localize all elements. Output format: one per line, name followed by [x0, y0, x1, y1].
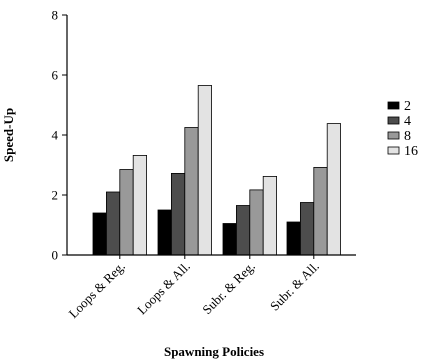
- y-tick-label: 4: [52, 128, 59, 143]
- y-tick-label: 8: [52, 8, 59, 23]
- bar-16-3: [262, 175, 278, 256]
- bar-4-4: [299, 202, 315, 256]
- bar-2-1: [92, 212, 107, 256]
- bar-2-3: [222, 223, 237, 256]
- bar-8-3: [249, 189, 264, 256]
- x-axis-categories: Loops & Reg. Loops & All. Subr. & Reg. Subr…: [65, 255, 322, 321]
- y-axis-ticks: 0 2 4 6 8: [52, 8, 67, 263]
- y-axis-title: Speed-Up: [1, 108, 16, 162]
- bar-16-4: [326, 123, 342, 256]
- bar-4-1: [106, 191, 121, 256]
- y-tick-label: 6: [52, 68, 59, 83]
- bar-2-4: [286, 221, 301, 256]
- legend-label-8: 8: [404, 129, 411, 144]
- x-category-label: Subr. & Reg.: [199, 259, 258, 318]
- x-category-label: Subr. & All.: [267, 259, 322, 314]
- x-axis-title: Spawning Policies: [164, 344, 264, 359]
- bar-8-1: [119, 169, 134, 256]
- x-category-label: Loops & Reg.: [65, 259, 127, 321]
- bar-8-2: [184, 127, 199, 256]
- bar-16-2: [197, 85, 212, 256]
- y-tick-label: 0: [52, 248, 59, 263]
- legend-label-4: 4: [404, 114, 411, 129]
- legend-swatch-2: [387, 101, 400, 110]
- legend-swatch-8: [387, 131, 400, 140]
- legend-swatch-16: [387, 146, 400, 155]
- bar-8-4: [313, 166, 328, 256]
- y-tick-label: 2: [52, 188, 59, 203]
- bar-4-3: [235, 205, 251, 256]
- x-category-label: Loops & All.: [134, 259, 193, 318]
- legend-swatch-4: [387, 116, 400, 125]
- legend-label-16: 16: [404, 144, 418, 159]
- bar-2-2: [157, 209, 172, 256]
- bar-4-2: [170, 172, 186, 256]
- bar-16-1: [132, 154, 147, 256]
- legend-label-2: 2: [404, 99, 411, 114]
- plot-area: [92, 85, 342, 256]
